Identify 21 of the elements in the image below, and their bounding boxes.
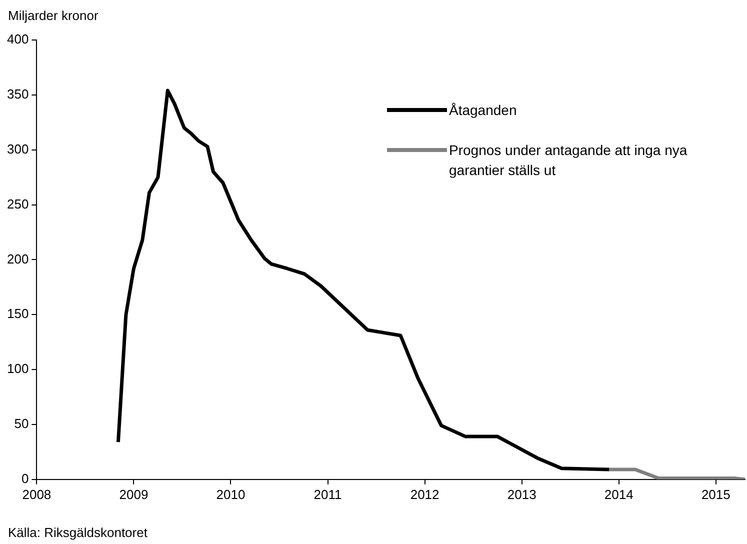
x-tick-label: 2011 [314,486,342,502]
x-tick-label: 2013 [507,486,536,502]
y-tick-label: 150 [6,306,29,322]
y-axis-title: Miljarder kronor [8,8,98,23]
y-tick-label: 0 [21,470,29,486]
y-tick-label: 350 [6,86,29,102]
text: Källa: Riksgäldskontoret [8,525,148,540]
y-tick-label: 200 [6,251,29,266]
x-tick-label: 2015 [701,486,730,502]
y-tick-label: 50 [14,416,29,432]
x-tick-label: 2008 [22,486,52,502]
x-tick-label: 2009 [119,486,148,502]
y-tick-label: 250 [6,196,29,212]
legend-label: Åtaganden [449,101,517,120]
y-tick-label: 100 [6,361,29,376]
x-tick-label: 2014 [604,486,634,502]
x-tick-label: 2010 [216,486,246,502]
y-tick-label: 400 [6,32,29,47]
y-tick-label: 300 [6,141,29,156]
x-tick-label: 2012 [410,486,440,502]
legend-label: Prognos under antagande att inga nya garantier ställs ut [449,141,688,180]
